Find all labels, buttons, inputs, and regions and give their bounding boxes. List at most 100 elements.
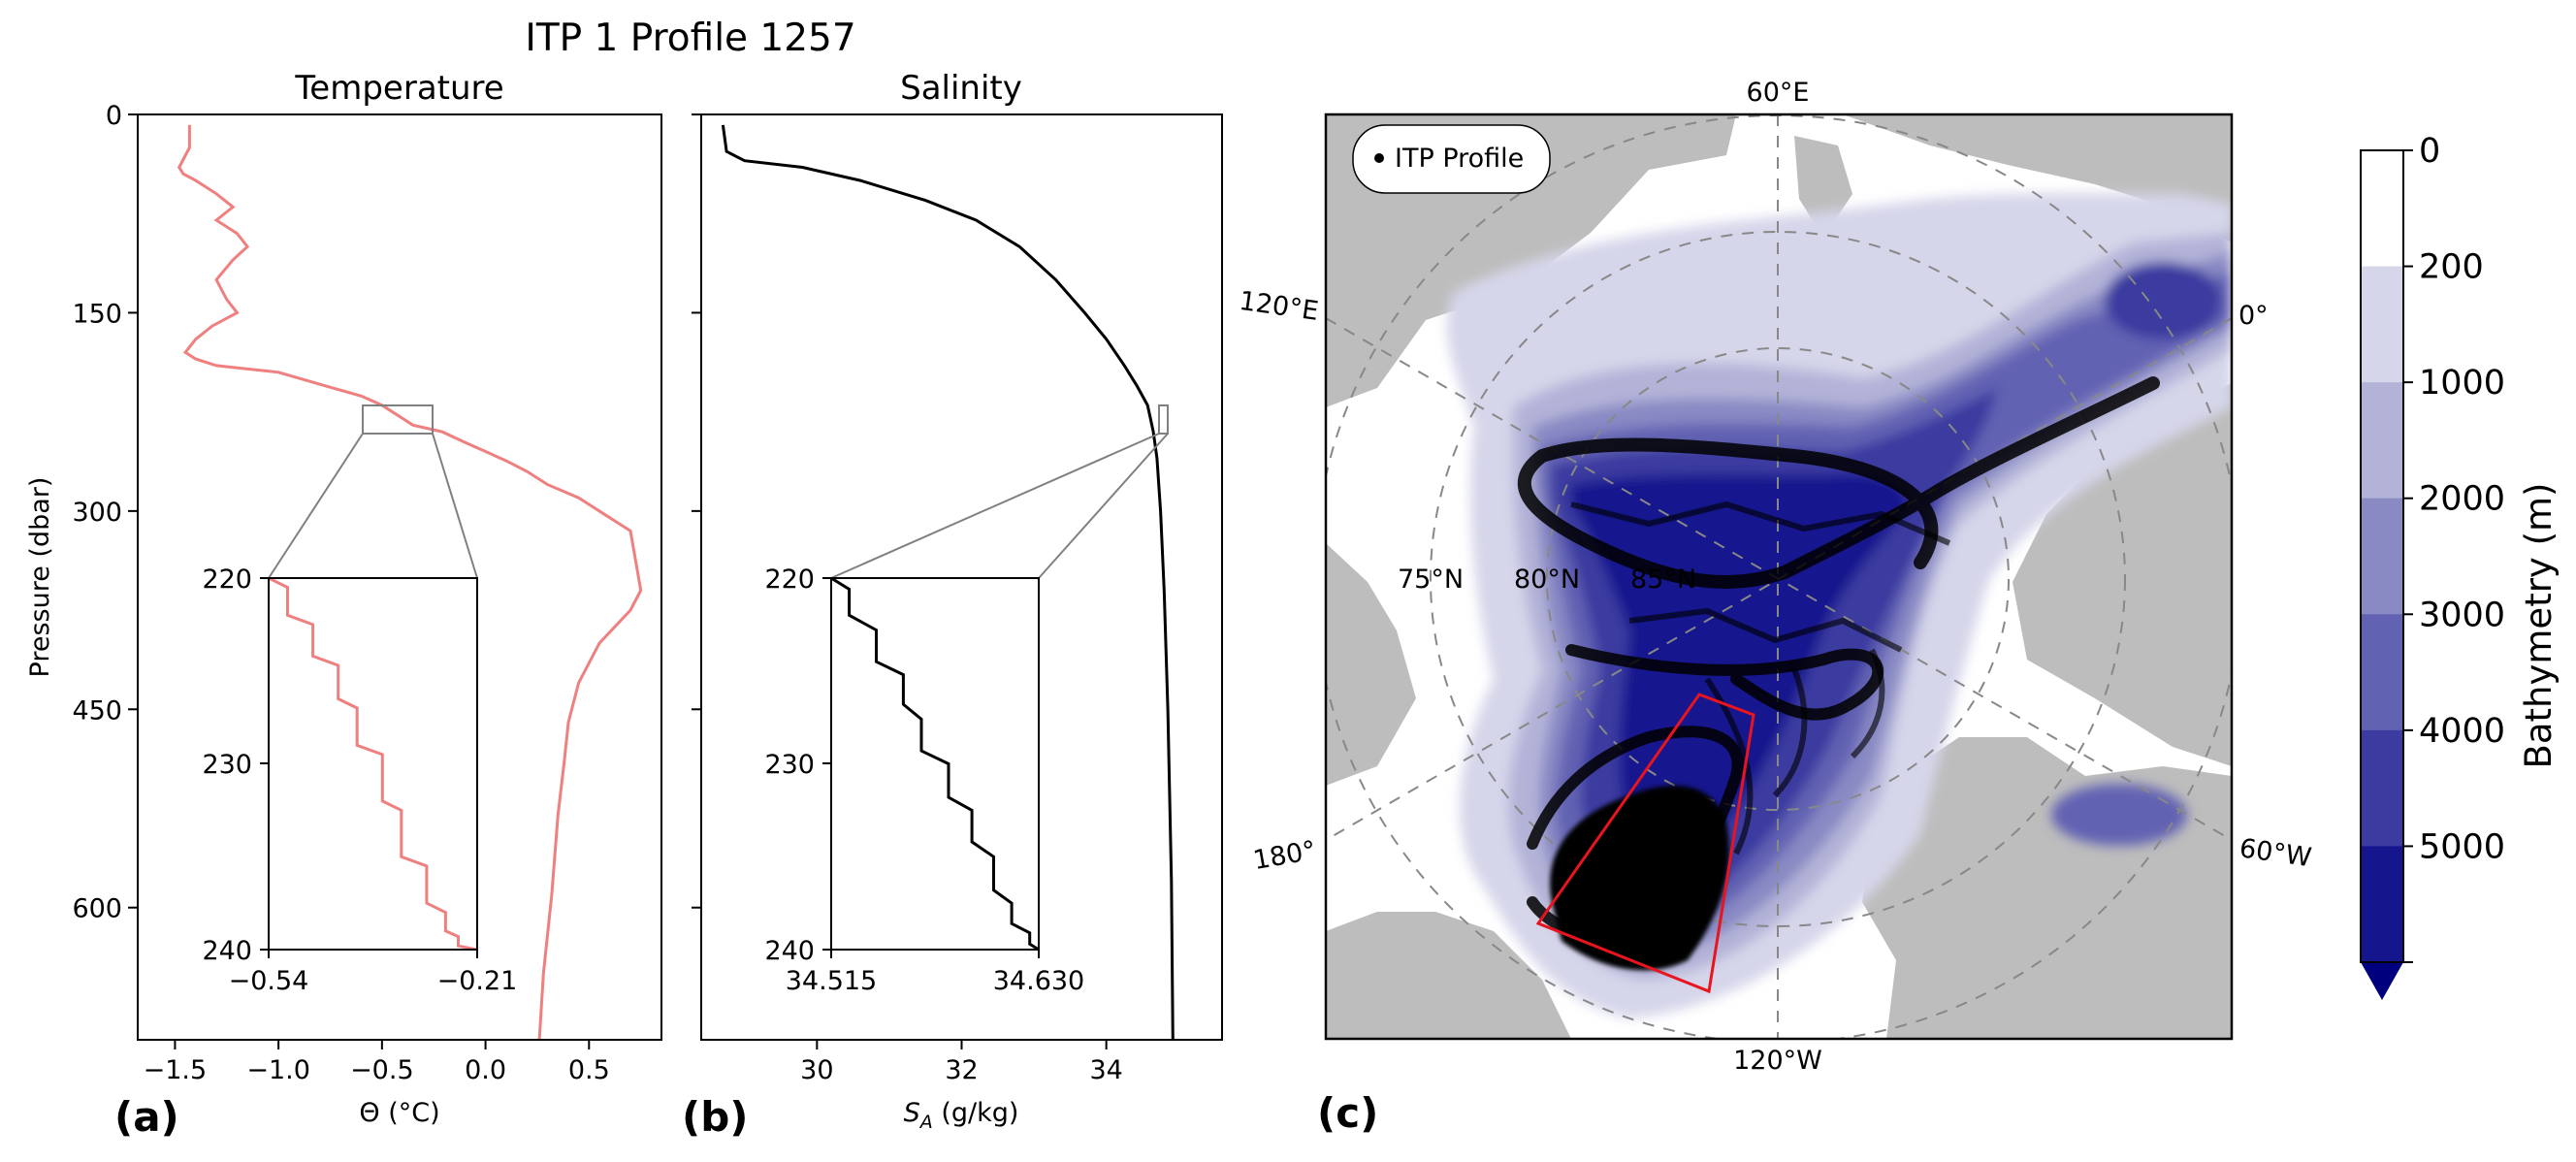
temperature-xlabel: Θ (°C) <box>359 1098 439 1128</box>
temperature-axes-frame <box>137 113 662 1041</box>
salinity-xtick-label: 34 <box>1089 1055 1122 1085</box>
colorbar-tick-label: 4000 <box>2419 712 2505 751</box>
parallel-80N <box>1430 231 2126 927</box>
salinity-profile-line <box>721 124 1175 1040</box>
temperature-inset-ytick-230: 230 <box>202 750 252 780</box>
map-legend-label: ITP Profile <box>1395 144 1524 174</box>
colorbar-segment <box>2361 846 2403 963</box>
temperature-xtick-label: −0.5 <box>350 1055 414 1085</box>
panel-map: ITP Profile 60°E 0° 60°W 120°W 180° 120°… <box>1238 78 2313 1137</box>
salinity-inset-ytick-220: 220 <box>764 565 815 595</box>
temperature-profile-line <box>177 124 643 1040</box>
salinity-inset-background <box>831 578 1039 950</box>
pressure-ylabel: Pressure (dbar) <box>25 477 55 678</box>
panel-label-a: (a) <box>114 1093 179 1141</box>
temperature-xtick-label: −1.0 <box>246 1055 310 1085</box>
temperature-axis-ticks: −1.5 −1.0 −0.5 0.0 0.5 0 150 300 450 600 <box>72 101 609 1085</box>
meridian-label-120W: 120°W <box>1733 1046 1822 1076</box>
salinity-title: Salinity <box>900 69 1022 108</box>
colorbar-segment <box>2361 498 2403 615</box>
temperature-inset-ytick-240: 240 <box>202 936 252 966</box>
temperature-ytick-label: 600 <box>72 894 122 924</box>
meridian-label-180: 180° <box>1251 835 1318 876</box>
itp-track-loop <box>1565 644 1884 721</box>
salinity-xtick-label: 32 <box>945 1055 978 1085</box>
bathymetry-baffin-bay <box>2051 784 2187 846</box>
salinity-inset-ytick-240: 240 <box>764 936 815 966</box>
parallel-label-85N: 85°N <box>1630 565 1696 595</box>
colorbar-segment <box>2361 729 2403 847</box>
parallel-label-75N: 75°N <box>1398 565 1464 595</box>
temperature-connector-left <box>268 433 364 579</box>
salinity-connector-left <box>830 433 1160 579</box>
land-alaska <box>1326 912 1571 1039</box>
salinity-connector-right <box>1038 433 1169 579</box>
colorbar-segment <box>2361 382 2403 500</box>
salinity-axes-frame <box>700 113 1223 1041</box>
salinity-inset-xtick-min: 34.515 <box>786 966 877 996</box>
temperature-ytick-label: 0 <box>106 101 122 131</box>
temperature-ytick-label: 150 <box>72 299 122 329</box>
panel-label-b: (b) <box>682 1093 748 1141</box>
panel-temperature: Temperature −1.5 −1.0 −0.5 0.0 0.5 0 150 300 450… <box>25 69 662 1141</box>
region-box <box>1535 693 1755 994</box>
meridian-label-60E: 60°E <box>1747 78 1810 108</box>
meridian-label-0: 0° <box>2238 301 2269 331</box>
temperature-inset-ticks: 220 230 240 −0.54 −0.21 <box>202 565 517 996</box>
meridian-label-60W: 60°W <box>2238 833 2313 873</box>
temperature-inset-xtick-min: −0.54 <box>229 966 309 996</box>
temperature-title: Temperature <box>294 69 503 108</box>
temperature-xtick-label: 0.5 <box>568 1055 610 1085</box>
map-legend-box <box>1352 124 1551 194</box>
salinity-zoom-box <box>1158 404 1169 435</box>
temperature-inset-background <box>269 578 477 950</box>
colorbar-ticks: 0 200 1000 2000 3000 4000 5000 <box>2403 132 2505 963</box>
salinity-inset-line <box>831 578 1039 950</box>
temperature-inset-ytick-220: 220 <box>202 565 252 595</box>
colorbar-label: Bathymetry (m) <box>2518 482 2560 768</box>
colorbar-frame <box>2360 149 2404 963</box>
salinity-xtick-label: 30 <box>800 1055 833 1085</box>
temperature-ytick-label: 300 <box>72 498 122 528</box>
colorbar-segment <box>2361 614 2403 731</box>
colorbar-tick-label: 1000 <box>2419 364 2505 403</box>
temperature-ytick-label: 450 <box>72 695 122 726</box>
temperature-connector-right <box>432 433 478 579</box>
salinity-axis-ticks: 30 32 34 <box>692 113 1123 1085</box>
figure-suptitle: ITP 1 Profile 1257 <box>525 16 855 60</box>
colorbar-tick-label: 2000 <box>2419 480 2505 519</box>
temperature-inset-xtick-max: −0.21 <box>437 966 518 996</box>
salinity-xlabel: SA (g/kg) <box>904 1098 1019 1133</box>
panel-label-c: (c) <box>1317 1089 1378 1137</box>
map-area <box>1326 114 2232 1039</box>
colorbar-tick-label: 0 <box>2419 132 2440 171</box>
land-greenland <box>2012 383 2232 766</box>
map-frame <box>1324 113 2234 1041</box>
temperature-xtick-label: −1.5 <box>144 1055 208 1085</box>
map-legend-marker <box>1374 153 1384 163</box>
colorbar-tick-label: 200 <box>2419 248 2484 287</box>
salinity-inset-ticks: 220 230 240 34.515 34.630 <box>764 565 1084 996</box>
colorbar-segment <box>2361 266 2403 383</box>
colorbar-segments <box>2361 150 2403 963</box>
map-legend: ITP Profile <box>1352 124 1551 194</box>
itp-track-main <box>1517 376 2160 589</box>
temperature-inset-line <box>269 578 477 950</box>
itp-beaufort-cluster <box>1550 786 1729 971</box>
itp-track-detail <box>1570 500 1951 855</box>
bathymetry-colorbar: 0 200 1000 2000 3000 4000 5000 Bathymetry (m) <box>2360 132 2560 1000</box>
colorbar-extend-arrow <box>2361 962 2403 1000</box>
colorbar-segment <box>2361 150 2403 268</box>
bathymetry-barents-deep <box>2105 262 2221 339</box>
land-scandinavia-russia <box>1843 114 2232 242</box>
meridian-label-120E: 120°E <box>1238 286 1321 327</box>
parallel-85N <box>1546 347 2010 811</box>
colorbar-tick-label: 5000 <box>2419 827 2505 866</box>
parallel-label-80N: 80°N <box>1514 565 1580 595</box>
panel-salinity: Salinity 30 32 34 220 230 240 34.515 34.63… <box>682 69 1223 1141</box>
salinity-inset-ytick-230: 230 <box>764 750 815 780</box>
temperature-xtick-label: 0.0 <box>465 1055 506 1085</box>
colorbar-tick-label: 3000 <box>2419 596 2505 634</box>
temperature-zoom-box <box>362 404 434 435</box>
